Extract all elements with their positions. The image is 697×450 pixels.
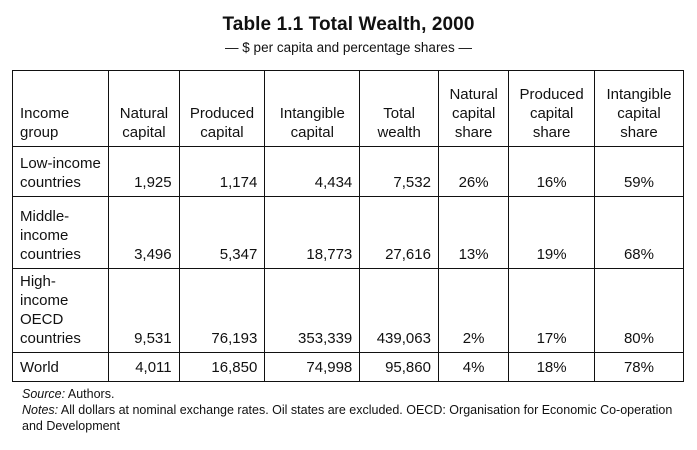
table-row: High-income OECD countries 9,531 76,193 … [11, 268, 685, 353]
cell-produced-share: 19% [508, 196, 595, 269]
wealth-table: Income group Natural capital Produced ca… [11, 70, 685, 382]
source-label: Source: [22, 387, 66, 401]
cell-produced-capital: 5,347 [178, 196, 266, 269]
cell-natural-capital: 3,496 [108, 196, 180, 269]
cell-natural-share: 26% [437, 146, 510, 197]
table-header-row: Income group Natural capital Produced ca… [11, 70, 685, 147]
source-note: Source: Authors. [22, 386, 682, 402]
table-row: Middle-income countries 3,496 5,347 18,7… [11, 196, 685, 269]
cell-total-wealth: 7,532 [359, 146, 439, 197]
cell-produced-capital: 1,174 [178, 146, 266, 197]
cell-income-group: World [11, 352, 110, 382]
cell-produced-capital: 16,850 [178, 352, 266, 382]
table-subtitle: — $ per capita and percentage shares — [225, 40, 472, 55]
cell-natural-capital: 1,925 [108, 146, 180, 197]
cell-intangible-share: 59% [593, 146, 685, 197]
notes-text: All dollars at nominal exchange rates. O… [22, 403, 673, 433]
cell-intangible-capital: 353,339 [264, 268, 361, 353]
table-row: World 4,011 16,850 74,998 95,860 4% 18% … [11, 352, 685, 382]
notes-label: Notes: [22, 403, 59, 417]
cell-intangible-share: 78% [593, 352, 685, 382]
table-notes: Source: Authors. Notes: All dollars at n… [22, 386, 682, 434]
cell-income-group: Middle-income countries [11, 196, 110, 269]
header-intangible-capital: Intangible capital [264, 70, 361, 147]
cell-intangible-capital: 4,434 [264, 146, 361, 197]
header-total-wealth: Total wealth [359, 70, 439, 147]
cell-intangible-share: 80% [593, 268, 685, 353]
source-text: Authors. [65, 387, 115, 401]
header-natural-capital: Natural capital [108, 70, 180, 147]
header-produced-capital: Produced capital [178, 70, 266, 147]
header-produced-capital-share: Produced capital share [508, 70, 595, 147]
header-intangible-capital-share: Intangible capital share [593, 70, 685, 147]
cell-natural-share: 2% [437, 268, 510, 353]
cell-produced-share: 16% [508, 146, 595, 197]
cell-total-wealth: 27,616 [359, 196, 439, 269]
cell-total-wealth: 439,063 [359, 268, 439, 353]
cell-intangible-capital: 18,773 [264, 196, 361, 269]
cell-natural-capital: 4,011 [108, 352, 180, 382]
cell-intangible-capital: 74,998 [264, 352, 361, 382]
notes-note: Notes: All dollars at nominal exchange r… [22, 402, 682, 434]
cell-income-group: Low-income countries [11, 146, 110, 197]
cell-produced-share: 18% [508, 352, 595, 382]
table-row: Low-income countries 1,925 1,174 4,434 7… [11, 146, 685, 197]
cell-intangible-share: 68% [593, 196, 685, 269]
table-title: Table 1.1 Total Wealth, 2000 [222, 14, 475, 35]
header-income-group: Income group [11, 70, 110, 147]
cell-produced-capital: 76,193 [178, 268, 266, 353]
cell-income-group: High-income OECD countries [11, 268, 110, 353]
cell-natural-capital: 9,531 [108, 268, 180, 353]
cell-natural-share: 13% [437, 196, 510, 269]
cell-produced-share: 17% [508, 268, 595, 353]
cell-natural-share: 4% [437, 352, 510, 382]
cell-total-wealth: 95,860 [359, 352, 439, 382]
header-natural-capital-share: Natural capital share [437, 70, 510, 147]
